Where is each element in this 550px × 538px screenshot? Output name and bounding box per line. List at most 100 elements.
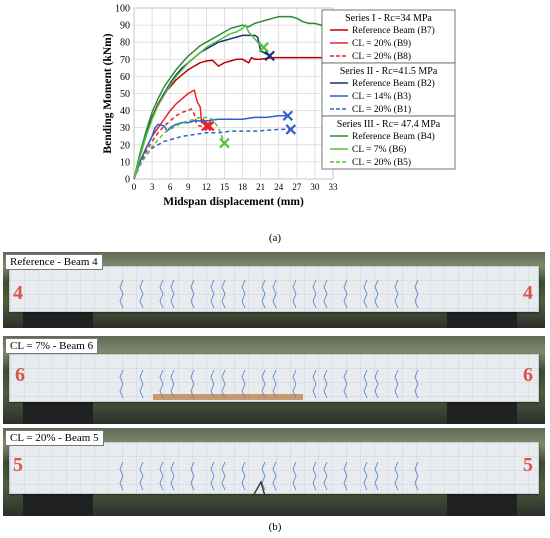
- y-tick-label: 40: [120, 106, 130, 117]
- legend-entry-label: Reference Beam (B2): [352, 78, 435, 89]
- caption-b: (b): [268, 521, 282, 533]
- crack-line: [119, 279, 124, 309]
- legend-group-title: Series III - Rc= 47.4 MPa: [337, 119, 441, 130]
- crack-line: [394, 461, 399, 491]
- x-tick-label: 3: [150, 182, 155, 192]
- legend-group-title: Series II - Rc=41.5 MPa: [340, 66, 438, 77]
- beam-photo-cl20: 5 5 CL = 20% - Beam 5: [3, 428, 545, 516]
- y-tick-label: 80: [120, 38, 130, 49]
- crack-line: [159, 461, 164, 491]
- x-tick-label: 12: [202, 182, 211, 192]
- failure-marker: [201, 120, 212, 132]
- crack-line: [312, 369, 317, 399]
- beam-number-right: 6: [523, 364, 533, 386]
- crack-line: [292, 369, 297, 399]
- crack-line: [374, 279, 379, 309]
- x-tick-label: 30: [310, 182, 320, 192]
- beam-number-left: 6: [15, 364, 25, 386]
- crack-line: [170, 369, 175, 399]
- crack-line: [272, 279, 277, 309]
- series-line: [133, 15, 328, 180]
- crack-line: [363, 279, 368, 309]
- crack-line: [414, 279, 419, 309]
- crack-line: [323, 369, 328, 399]
- y-tick-label: 90: [120, 21, 130, 32]
- crack-line: [414, 461, 419, 491]
- crack-line: [221, 461, 226, 491]
- crack-line: [170, 461, 175, 491]
- crack-line: [210, 279, 215, 309]
- crack-line: [221, 369, 226, 399]
- crack-line: [261, 369, 266, 399]
- crack-line: [272, 461, 277, 491]
- crack-line: [221, 279, 226, 309]
- legend-group-box: [321, 62, 456, 117]
- crack-line: [312, 279, 317, 309]
- series-line: [133, 116, 226, 180]
- beam-photo-label: CL = 20% - Beam 5: [5, 430, 104, 446]
- crack-line: [241, 369, 246, 399]
- x-tick-label: 24: [274, 182, 284, 192]
- legend-entry-label: CL = 20% (B5): [352, 157, 411, 168]
- crack-line: [159, 369, 164, 399]
- crack-line: [363, 369, 368, 399]
- failure-marker: [282, 110, 294, 122]
- failure-marker: [219, 137, 230, 149]
- beam-number-left: 4: [13, 282, 23, 304]
- legend-entry-label: CL = 7% (B6): [352, 144, 406, 155]
- x-tick-label: 9: [186, 182, 191, 192]
- beam-number-right: 4: [523, 282, 533, 304]
- series-line: [133, 56, 333, 180]
- x-tick-label: 6: [168, 182, 173, 192]
- corrosion-stain: [153, 394, 303, 400]
- crack-line: [394, 279, 399, 309]
- beam-photo-cl7: 6 6 CL = 7% - Beam 6: [3, 336, 545, 424]
- crack-line: [119, 369, 124, 399]
- crack-line: [414, 369, 419, 399]
- crack-line: [261, 279, 266, 309]
- crack-line: [343, 369, 348, 399]
- caption-a: (a): [268, 232, 282, 244]
- y-tick-label: 50: [120, 89, 130, 100]
- failure-marker: [204, 120, 215, 132]
- crack-line: [190, 461, 195, 491]
- crack-line: [323, 461, 328, 491]
- y-tick-label: 70: [120, 55, 130, 66]
- series-line: [133, 24, 265, 180]
- x-axis-label: Midspan displacement (mm): [163, 196, 304, 208]
- crack-line: [139, 279, 144, 309]
- beam-photo-label: CL = 7% - Beam 6: [5, 338, 99, 354]
- series-line: [133, 128, 291, 180]
- crack-pattern: [119, 461, 419, 497]
- crack-line: [363, 461, 368, 491]
- crack-line: [119, 461, 124, 491]
- crack-pattern: [119, 279, 419, 309]
- concrete-beam: [9, 442, 539, 494]
- chart-axes: 0 10 20 30 40 50 60 70 80 90 100 0 3 6 9 12 15 18 21 24 27 30…: [102, 4, 338, 209]
- x-tick-label: 0: [132, 182, 137, 192]
- series-line: [133, 108, 207, 180]
- legend-entry-label: CL = 20% (B9): [352, 38, 411, 49]
- beam-photo-reference: 4 4 Reference - Beam 4: [3, 252, 545, 328]
- crack-line: [170, 279, 175, 309]
- failure-marker: [264, 50, 275, 62]
- bending-moment-chart: 0 10 20 30 40 50 60 70 80 90 100 0 3 6 9 12 15 18 21 24 27 30…: [102, 4, 456, 209]
- crack-line: [292, 461, 297, 491]
- crack-line: [190, 369, 195, 399]
- y-axis-label: Bending Moment (kNm): [102, 33, 114, 153]
- crack-line: [190, 279, 195, 309]
- chart-series: [133, 15, 333, 180]
- crack-line: [272, 369, 277, 399]
- legend-entry-label: CL = 14% (B3): [352, 91, 411, 102]
- y-tick-label: 30: [120, 123, 130, 134]
- x-tick-label: 33: [329, 182, 339, 192]
- legend-entry-label: CL = 20% (B1): [352, 104, 411, 115]
- crack-line: [241, 279, 246, 309]
- crack-line: [261, 461, 266, 491]
- crack-pattern: [119, 369, 419, 400]
- y-tick-label: 10: [120, 157, 130, 168]
- beam-number-right: 5: [523, 454, 533, 476]
- x-tick-label: 21: [256, 182, 265, 192]
- legend-group-box: [321, 9, 456, 64]
